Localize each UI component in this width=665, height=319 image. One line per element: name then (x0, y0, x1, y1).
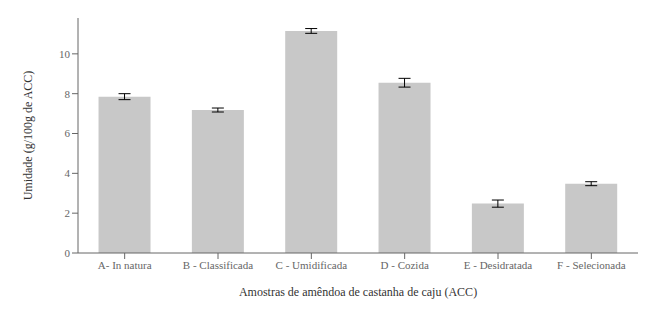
svg-text:A- In natura: A- In natura (98, 259, 152, 271)
svg-text:E - Desidratada: E - Desidratada (464, 259, 533, 271)
svg-text:B - Classificada: B - Classificada (183, 259, 253, 271)
svg-text:F - Selecionada: F - Selecionada (557, 259, 626, 271)
svg-text:Amostras de amêndoa de castanh: Amostras de amêndoa de castanha de caju … (239, 285, 477, 299)
svg-text:6: 6 (65, 127, 71, 139)
svg-text:4: 4 (65, 167, 71, 179)
svg-text:D - Cozida: D - Cozida (381, 259, 429, 271)
svg-text:10: 10 (59, 48, 71, 60)
svg-text:C - Umidificada: C - Umidificada (276, 259, 348, 271)
svg-text:Umidade (g/100g de ACC): Umidade (g/100g de ACC) (21, 71, 35, 201)
svg-text:0: 0 (65, 247, 71, 259)
svg-text:8: 8 (65, 88, 71, 100)
svg-text:2: 2 (65, 207, 71, 219)
